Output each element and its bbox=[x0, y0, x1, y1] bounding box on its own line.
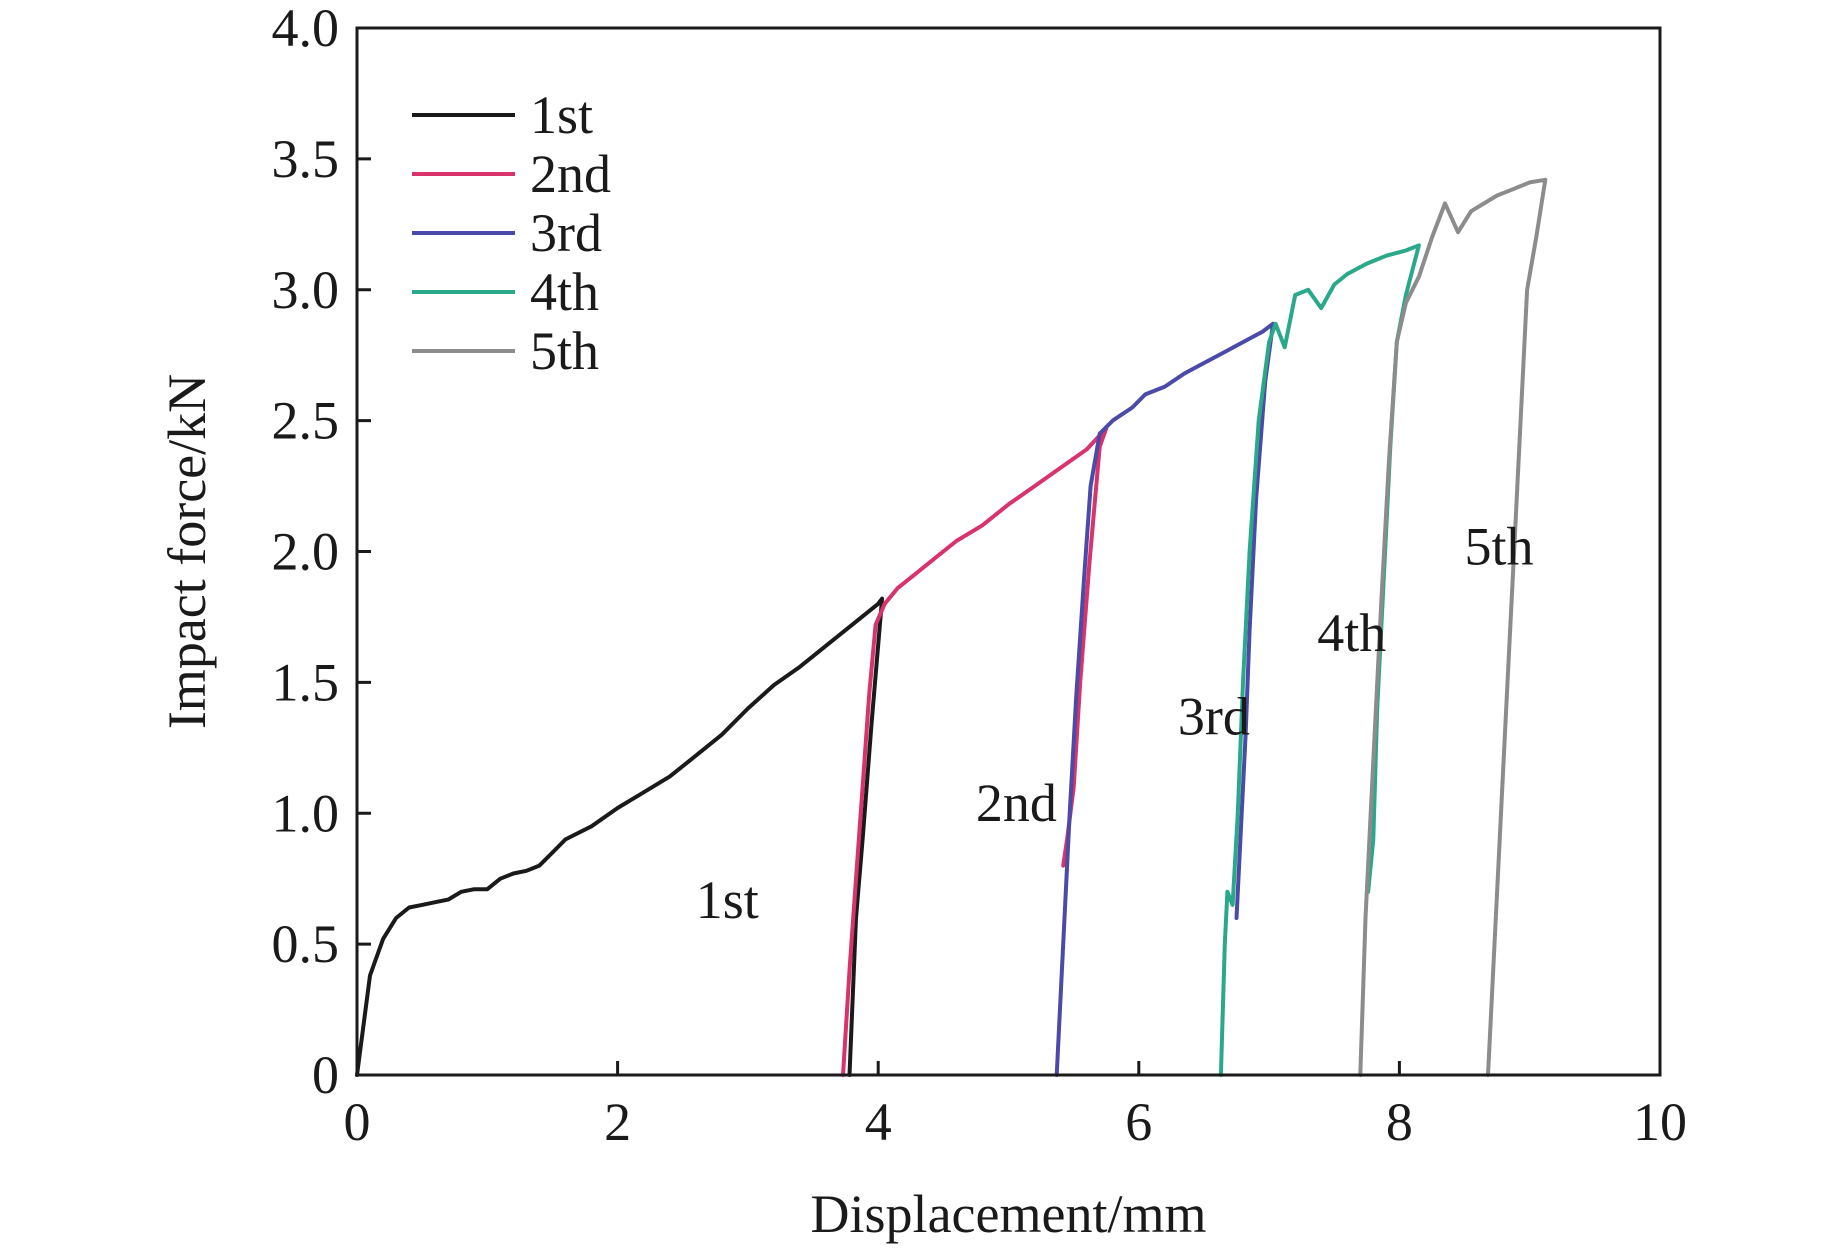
y-tick-label: 0.5 bbox=[272, 914, 340, 974]
curve-annotation-2nd: 2nd bbox=[976, 773, 1057, 833]
legend-label-5th: 5th bbox=[530, 321, 599, 381]
x-axis-label: Displacement/mm bbox=[811, 1184, 1207, 1244]
series-layer bbox=[355, 177, 1548, 1077]
series-line-3rd bbox=[1054, 321, 1275, 1077]
x-tick-label: 4 bbox=[865, 1092, 892, 1152]
y-tick-label: 2.0 bbox=[272, 522, 340, 582]
y-tick-label: 1.0 bbox=[272, 783, 340, 843]
y-tick-label: 3.0 bbox=[272, 260, 340, 320]
series-line-1st bbox=[355, 596, 885, 1077]
y-tick-label: 3.5 bbox=[272, 129, 340, 189]
y-tick-label: 0 bbox=[312, 1045, 339, 1105]
x-tick-label: 8 bbox=[1386, 1092, 1413, 1152]
series-line-5th bbox=[1358, 177, 1548, 1077]
x-tick-label: 2 bbox=[604, 1092, 631, 1152]
legend-label-2nd: 2nd bbox=[530, 144, 611, 204]
x-axis-ticks: 0 2 4 6 8 10 bbox=[344, 1061, 1687, 1152]
legend-label-3rd: 3rd bbox=[530, 203, 602, 263]
curve-annotation-4th: 4th bbox=[1317, 603, 1386, 663]
curve-annotations: 1st 2nd 3rd 4th 5th bbox=[696, 517, 1534, 930]
curve-annotation-1st: 1st bbox=[696, 870, 759, 930]
y-axis-ticks: 0 0.5 1.0 1.5 2.0 2.5 3.0 3.5 4.0 bbox=[272, 0, 371, 1105]
curve-annotation-5th: 5th bbox=[1465, 517, 1534, 577]
x-tick-label: 0 bbox=[344, 1092, 371, 1152]
x-tick-label: 6 bbox=[1125, 1092, 1152, 1152]
series-line-2nd bbox=[841, 426, 1109, 1077]
y-tick-label: 4.0 bbox=[272, 0, 340, 58]
legend-label-4th: 4th bbox=[530, 262, 599, 322]
y-axis-label: Impact force/kN bbox=[157, 374, 217, 729]
x-tick-label: 10 bbox=[1633, 1092, 1687, 1152]
legend-label-1st: 1st bbox=[530, 85, 593, 145]
y-tick-label: 1.5 bbox=[272, 652, 340, 712]
curve-annotation-3rd: 3rd bbox=[1178, 687, 1250, 747]
y-tick-label: 2.5 bbox=[272, 391, 340, 451]
